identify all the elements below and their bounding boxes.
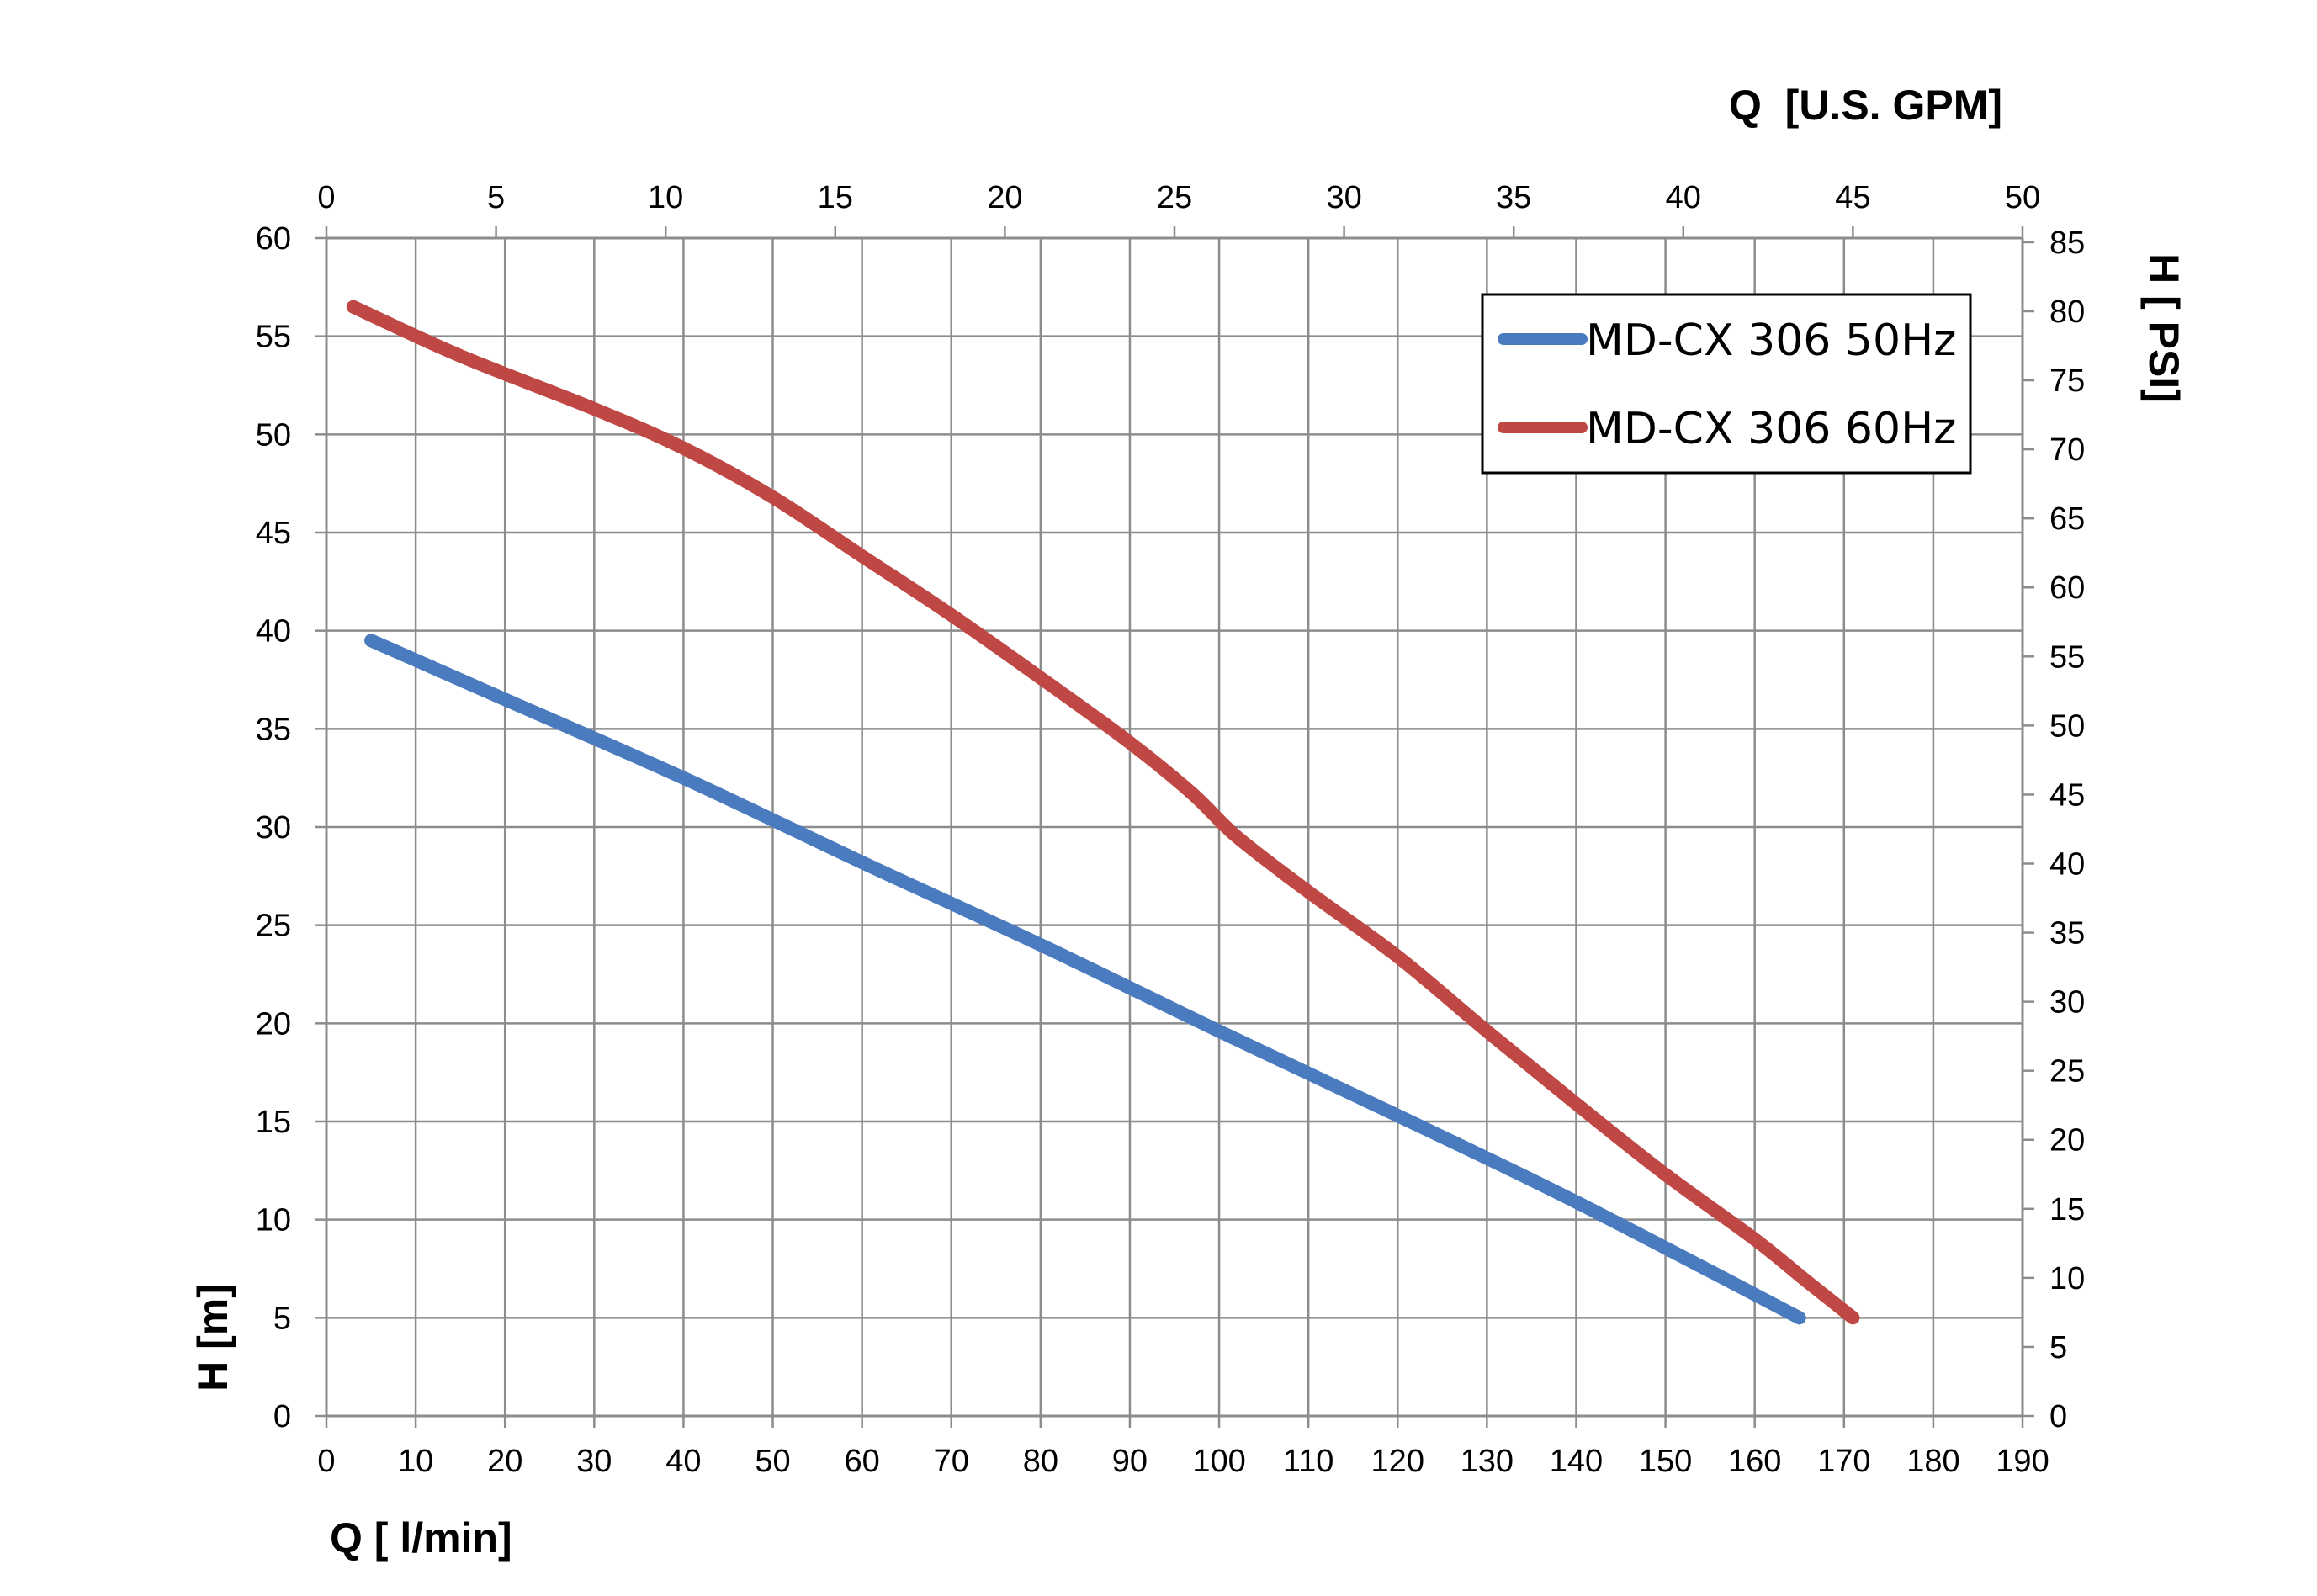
x-bottom-tick-label: 90 <box>1112 1444 1148 1479</box>
x-bottom-tick-label: 50 <box>755 1444 790 1479</box>
x-bottom-tick-label: 70 <box>934 1444 969 1479</box>
y-right-tick-label: 55 <box>2049 639 2085 675</box>
y-left-axis-title: H [m] <box>189 1284 236 1392</box>
y-right-tick-label: 70 <box>2049 432 2085 468</box>
series-lines <box>346 300 1860 1325</box>
y-left-tick-label: 10 <box>256 1203 291 1238</box>
y-right-tick-label: 45 <box>2049 777 2085 813</box>
x-top-tick-label: 35 <box>1496 180 1531 215</box>
tick-labels: 0 10 20 30 40 50 60 70 80 90 100 110 120 130 140 150 160… <box>256 180 2086 1479</box>
legend: MD-CX 306 50Hz MD-CX 306 60Hz <box>1481 293 1972 475</box>
x-top-tick-label: 20 <box>987 180 1022 215</box>
y-left-tick-label: 0 <box>273 1399 291 1434</box>
y-left-tick-label: 25 <box>256 909 291 944</box>
y-right-tick-label: 10 <box>2049 1261 2085 1296</box>
x-bottom-tick-label: 110 <box>1283 1444 1334 1479</box>
y-right-tick-label: 20 <box>2049 1123 2085 1159</box>
y-right-tick-label: 15 <box>2049 1192 2085 1227</box>
y-right-tick-label: 75 <box>2049 363 2085 399</box>
x-top-tick-label: 15 <box>818 180 853 215</box>
y-left-tick-label: 35 <box>256 712 291 747</box>
y-right-tick-label: 30 <box>2049 985 2085 1021</box>
x-bottom-tick-label: 190 <box>1996 1444 2049 1479</box>
y-right-tick-label: 85 <box>2049 225 2085 261</box>
y-right-tick-label: 50 <box>2049 708 2085 744</box>
x-bottom-tick-label: 100 <box>1192 1444 1245 1479</box>
legend-box <box>1481 293 1972 475</box>
y-right-tick-label: 65 <box>2049 501 2085 537</box>
y-right-tick-label: 80 <box>2049 294 2085 330</box>
x-bottom-tick-label: 20 <box>487 1444 522 1479</box>
x-bottom-tick-label: 130 <box>1461 1444 1514 1479</box>
x-bottom-tick-label: 10 <box>398 1444 433 1479</box>
y-right-tick-label: 0 <box>2049 1399 2067 1434</box>
y-left-tick-label: 15 <box>256 1105 291 1140</box>
x-top-tick-label: 30 <box>1326 180 1361 215</box>
y-right-tick-label: 60 <box>2049 570 2085 606</box>
series-line-1 <box>346 300 1860 1325</box>
y-right-axis-title: H [ PSI] <box>2140 253 2187 403</box>
x-bottom-tick-label: 0 <box>317 1444 335 1479</box>
x-bottom-tick-label: 140 <box>1550 1444 1603 1479</box>
axes <box>315 226 2034 1428</box>
legend-label-60hz: MD-CX 306 60Hz <box>1586 404 1956 454</box>
x-top-tick-label: 10 <box>648 180 683 215</box>
y-right-tick-label: 40 <box>2049 846 2085 882</box>
x-top-tick-label: 25 <box>1157 180 1192 215</box>
x-top-axis-title: Q [U.S. GPM] <box>1729 82 2002 129</box>
y-left-tick-label: 5 <box>273 1301 291 1336</box>
x-bottom-tick-label: 30 <box>576 1444 612 1479</box>
x-bottom-tick-label: 60 <box>844 1444 879 1479</box>
y-left-tick-label: 60 <box>256 221 291 257</box>
y-right-tick-label: 35 <box>2049 916 2085 952</box>
x-bottom-tick-label: 160 <box>1728 1444 1781 1479</box>
x-bottom-tick-label: 180 <box>1906 1444 1959 1479</box>
y-left-tick-label: 30 <box>256 810 291 846</box>
series-line-0 <box>364 634 1806 1325</box>
x-top-tick-label: 50 <box>2005 180 2040 215</box>
legend-label-50hz: MD-CX 306 50Hz <box>1586 315 1956 366</box>
y-left-tick-label: 20 <box>256 1006 291 1042</box>
y-right-tick-label: 5 <box>2049 1330 2067 1365</box>
x-bottom-tick-label: 170 <box>1817 1444 1870 1479</box>
y-left-tick-label: 55 <box>256 320 291 355</box>
x-bottom-tick-label: 150 <box>1639 1444 1692 1479</box>
y-left-tick-label: 50 <box>256 417 291 453</box>
x-top-tick-label: 0 <box>317 180 335 215</box>
y-left-tick-label: 40 <box>256 614 291 650</box>
x-bottom-tick-label: 40 <box>665 1444 701 1479</box>
x-bottom-axis-title: Q [ l/min] <box>330 1514 512 1562</box>
x-top-tick-label: 5 <box>487 180 505 215</box>
x-top-tick-label: 45 <box>1835 180 1870 215</box>
x-top-tick-label: 40 <box>1666 180 1701 215</box>
x-bottom-tick-label: 80 <box>1023 1444 1058 1479</box>
y-right-tick-label: 25 <box>2049 1054 2085 1090</box>
x-bottom-tick-label: 120 <box>1371 1444 1424 1479</box>
y-left-tick-label: 45 <box>256 516 291 551</box>
